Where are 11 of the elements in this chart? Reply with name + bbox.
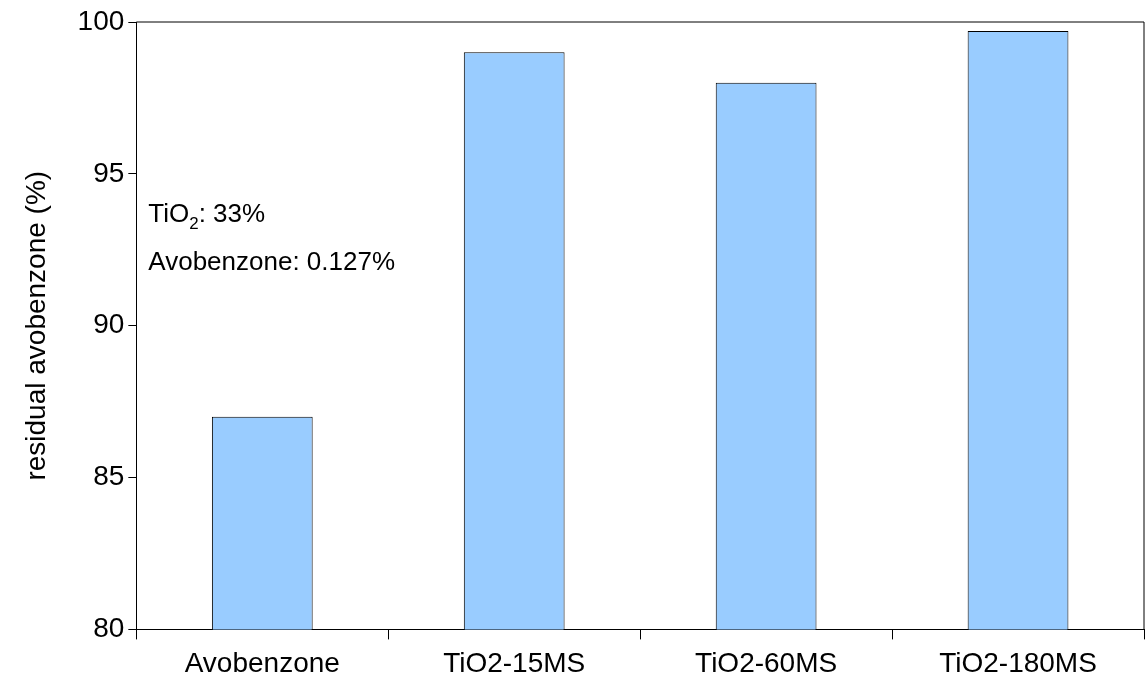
x-tick-label: Avobenzone <box>184 646 340 678</box>
y-axis-title: residual avobenzone (%) <box>19 170 51 481</box>
x-tick-label: TiO2-180MS <box>939 646 1097 678</box>
annotation: Avobenzone: 0.127% <box>148 246 396 276</box>
y-tick-label: 90 <box>93 308 125 340</box>
x-tick-label: TiO2-15MS <box>443 646 586 678</box>
y-tick-label: 85 <box>93 460 125 492</box>
y-tick-label: 80 <box>93 612 125 644</box>
y-tick-label: 100 <box>77 4 125 36</box>
x-tick-label: TiO2-60MS <box>695 646 838 678</box>
y-tick-label: 95 <box>93 156 125 188</box>
